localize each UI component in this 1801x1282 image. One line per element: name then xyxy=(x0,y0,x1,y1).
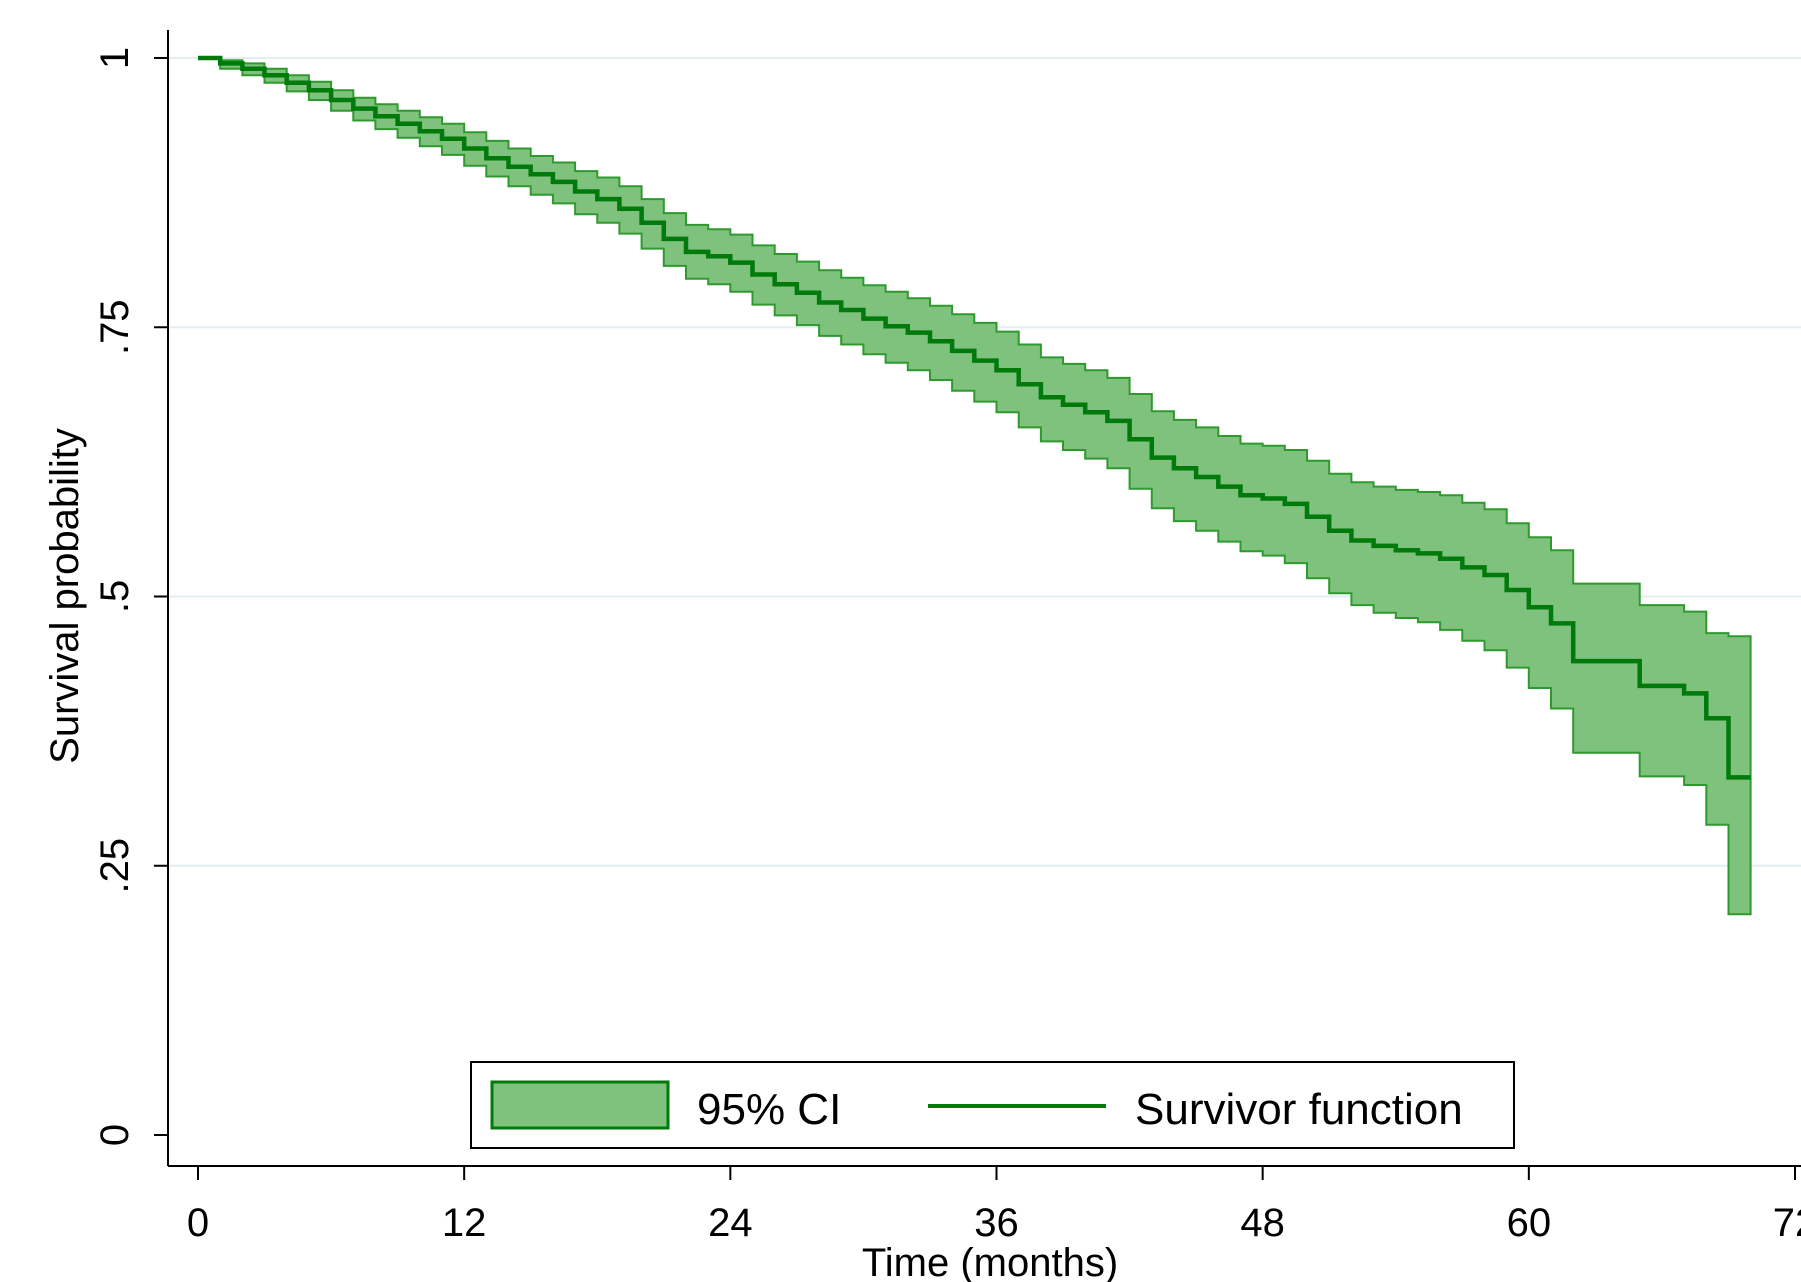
x-tick-label-6: 72 xyxy=(1773,1201,1801,1245)
x-tick-label-4: 48 xyxy=(1240,1201,1285,1245)
y-tick-label-4: 1 xyxy=(93,47,137,69)
legend-ci-label: 95% CI xyxy=(697,1085,841,1134)
survivor-line xyxy=(198,55,1751,780)
x-tick-label-1: 12 xyxy=(442,1201,487,1245)
x-tick-label-2: 24 xyxy=(708,1201,753,1245)
y-tick-label-0: 0 xyxy=(93,1124,137,1146)
x-axis-title: Time (months) xyxy=(862,1241,1118,1282)
ci-band-layer xyxy=(198,57,1752,916)
legend-survivor-label: Survivor function xyxy=(1135,1085,1463,1134)
ci-band xyxy=(198,57,1752,916)
y-tick-label-1: .25 xyxy=(93,838,137,894)
y-axis-ticks: 0 .25 .5 .75 1 xyxy=(93,47,168,1146)
y-tick-label-2: .5 xyxy=(93,580,137,613)
x-axis-ticks: 0 12 24 36 48 60 72 xyxy=(187,1166,1801,1245)
x-tick-label-3: 36 xyxy=(974,1201,1019,1245)
x-tick-label-0: 0 xyxy=(187,1201,209,1245)
y-tick-label-3: .75 xyxy=(93,299,137,355)
legend-ci-swatch xyxy=(490,1080,670,1130)
x-tick-label-5: 60 xyxy=(1507,1201,1552,1245)
legend: 95% CI Survivor function xyxy=(470,1061,1515,1149)
y-axis-title: Survival probability xyxy=(43,428,87,764)
gridlines xyxy=(168,57,1801,867)
survivor-line-layer xyxy=(198,55,1751,780)
